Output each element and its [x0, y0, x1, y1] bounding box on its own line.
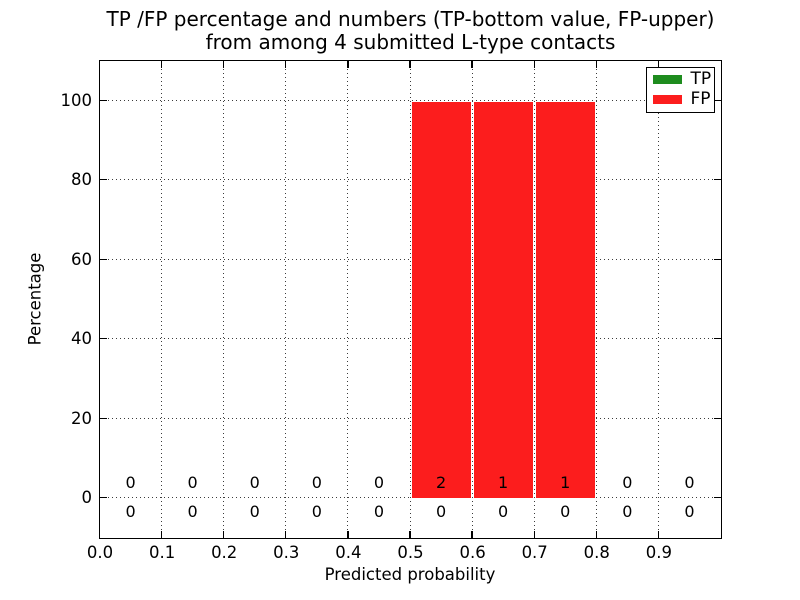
fp-bar: [473, 102, 533, 498]
x-tick-top: [160, 60, 163, 68]
x-tick: [98, 530, 101, 538]
y-tick-label: 20: [71, 408, 92, 428]
legend: TP FP: [645, 66, 715, 113]
x-tick-label: 0.1: [148, 543, 176, 562]
x-tick: [160, 530, 163, 538]
x-tick-top: [285, 60, 287, 68]
y-tick-label: 100: [60, 90, 93, 110]
x-gridline: [223, 60, 225, 538]
x-gridline: [471, 60, 473, 538]
x-tick-label: 0.3: [273, 543, 300, 562]
tp-count-label: 0: [622, 502, 633, 522]
y-tick: [99, 258, 107, 260]
x-tick-label: 0.8: [583, 543, 610, 562]
x-tick: [533, 530, 535, 538]
x-tick-top: [657, 60, 660, 68]
fp-bar: [411, 102, 471, 498]
x-tick-label: 0.5: [397, 543, 424, 562]
y-tick-label: 60: [71, 249, 92, 269]
x-gridline: [657, 60, 659, 538]
chart-title-line1: TP /FP percentage and numbers (TP-bottom…: [106, 7, 715, 31]
y-tick-right: [713, 338, 721, 340]
fp-count-label: 0: [373, 473, 385, 493]
y-tick: [99, 99, 107, 101]
x-tick: [347, 530, 349, 538]
tp-count-label: 0: [560, 502, 571, 522]
tp-count-label: 0: [187, 502, 198, 522]
x-gridline: [161, 60, 163, 538]
x-tick-top: [223, 60, 225, 68]
y-tick-right: [713, 497, 721, 499]
x-tick: [471, 530, 473, 538]
y-tick: [99, 497, 107, 499]
y-tick-right: [713, 99, 721, 101]
fp-legend-label: FP: [690, 88, 711, 109]
y-tick: [99, 179, 107, 181]
fp-count-label: 0: [311, 473, 322, 493]
fp-legend-swatch: [652, 94, 682, 104]
fp-count-label: 0: [249, 473, 260, 493]
y-tick-right: [713, 179, 721, 181]
fp-count-label: 0: [622, 473, 633, 493]
tp-legend-label: TP: [690, 69, 712, 90]
fp-count-label: 0: [684, 473, 695, 493]
tp-count-label: 0: [684, 502, 695, 522]
tp-count-label: 0: [373, 502, 385, 522]
y-tick-right: [713, 258, 721, 260]
y-tick-label: 0: [81, 488, 93, 508]
x-axis-label: Predicted probability: [324, 565, 496, 584]
x-tick-top: [595, 60, 597, 68]
fp-count-label: 0: [125, 473, 136, 493]
x-tick-top: [471, 60, 473, 68]
chart-title-line2: from among 4 submitted L-type contacts: [205, 29, 616, 54]
fp-bar: [535, 102, 595, 498]
x-gridline: [285, 60, 287, 538]
fp-count-label: 2: [435, 473, 447, 493]
x-tick-label: 0.4: [335, 543, 362, 562]
y-tick-label: 80: [71, 170, 92, 190]
tp-count-label: 0: [498, 502, 509, 522]
legend-entry-fp: FP: [647, 88, 714, 109]
x-tick-label: 0.0: [86, 543, 114, 562]
x-tick-label: 0.7: [521, 543, 548, 562]
x-tick-top: [533, 60, 535, 68]
x-tick: [409, 530, 411, 538]
x-tick: [657, 530, 660, 538]
x-tick: [223, 530, 225, 538]
x-tick-label: 0.9: [645, 543, 673, 562]
tp-count-label: 0: [435, 502, 447, 522]
y-tick-right: [713, 417, 721, 419]
x-gridline: [347, 60, 349, 538]
x-tick: [595, 530, 597, 538]
tp-legend-swatch: [652, 75, 682, 85]
y-tick-label: 40: [71, 329, 92, 349]
y-tick: [99, 338, 107, 340]
x-gridline: [409, 60, 411, 538]
x-tick-top: [347, 60, 349, 68]
tp-count-label: 0: [311, 502, 322, 522]
x-gridline: [533, 60, 535, 538]
fp-count-label: 1: [498, 473, 509, 493]
fp-count-label: 1: [560, 473, 571, 493]
fp-count-label: 0: [187, 473, 198, 493]
x-gridline: [595, 60, 597, 538]
plot-area: TP FP 0 0 0 0 0 0 0 0 0 0 2 0 1 0 1 0 0 0 0 0: [98, 59, 722, 539]
legend-entry-tp: TP: [647, 71, 714, 88]
tp-count-label: 0: [249, 502, 260, 522]
x-tick: [285, 530, 287, 538]
x-tick-label: 0.2: [211, 543, 238, 562]
tp-count-label: 0: [125, 502, 136, 522]
x-tick-top: [98, 60, 101, 68]
y-tick: [99, 417, 107, 419]
x-tick-label: 0.6: [459, 543, 486, 562]
chart-title: TP /FP percentage and numbers (TP-bottom…: [100, 8, 721, 53]
x-tick-top: [409, 60, 411, 68]
